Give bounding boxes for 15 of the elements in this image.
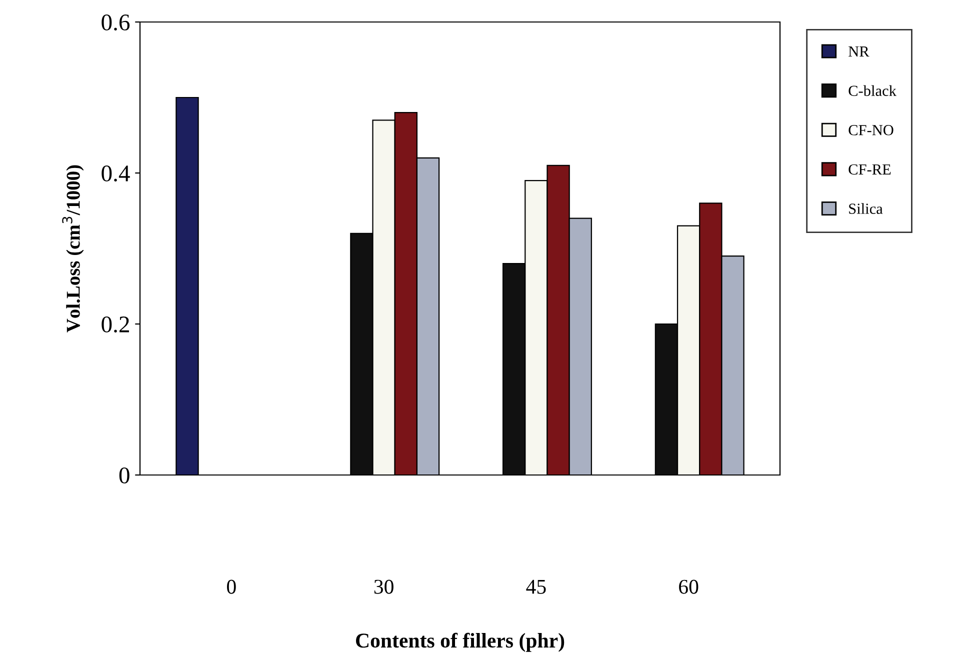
- x-axis-title: Contents of fillers (phr): [356, 632, 564, 652]
- y-axis-title: Vol.Loss (cm$^{3}$/1000): [62, 165, 84, 332]
- legend-label: C-black: [848, 85, 896, 96]
- y-tick-label: 0.4: [102, 165, 130, 182]
- x-tick-label: 30: [374, 580, 394, 594]
- legend-label: NR: [848, 46, 870, 57]
- legend-label: CF-NO: [848, 125, 894, 136]
- legend-label: Silica: [849, 203, 883, 214]
- y-tick-label: 0.6: [102, 14, 130, 31]
- y-tick-label: 0: [119, 467, 130, 484]
- x-tick-label: 60: [679, 580, 698, 594]
- y-tick-label: 0.2: [102, 316, 129, 333]
- x-tick-label: 45: [526, 580, 546, 594]
- x-tick-label: 0: [227, 580, 236, 594]
- legend-label: CF-RE: [848, 164, 891, 175]
